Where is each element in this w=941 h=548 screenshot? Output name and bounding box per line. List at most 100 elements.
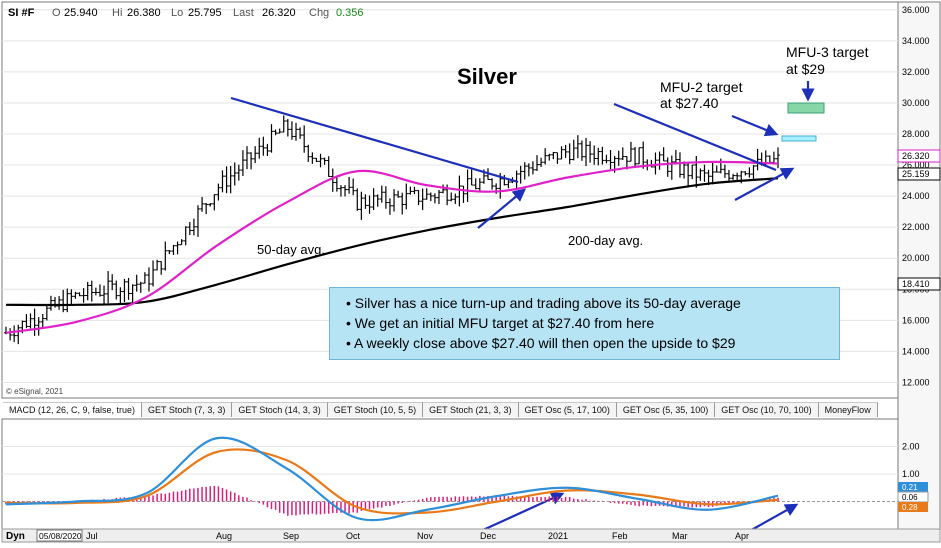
change-label: Chg	[309, 7, 329, 19]
price-bar	[473, 178, 478, 190]
price-bar	[731, 173, 736, 180]
month-label: Mar	[672, 531, 688, 541]
high-value: 26.380	[127, 7, 161, 19]
price-bar	[191, 218, 196, 236]
tab-osc-5-35[interactable]: GET Osc (5, 35, 100)	[616, 402, 716, 417]
price-bar	[436, 189, 441, 205]
tab-macd[interactable]: MACD (12, 26, C, 9, false, true)	[3, 402, 143, 417]
price-bar	[48, 295, 53, 311]
price-bar	[412, 186, 417, 195]
price-bar	[36, 317, 41, 336]
price-bar	[232, 162, 237, 186]
price-bar	[355, 188, 360, 211]
month-label: 2021	[548, 531, 568, 541]
ma200-annotation: 200-day avg.	[568, 233, 643, 248]
price-bar	[461, 185, 466, 203]
trend-arrow	[731, 114, 779, 137]
last-price-tag: 26.320	[902, 151, 930, 161]
price-tick-label: 22.000	[902, 222, 930, 232]
price-bar	[735, 172, 740, 182]
price-bar	[571, 139, 576, 161]
price-bar	[416, 190, 421, 206]
price-bar	[633, 147, 638, 168]
price-bar	[81, 288, 86, 303]
ma50-tag-box	[897, 167, 941, 181]
price-bar	[24, 314, 29, 329]
price-tick-label: 30.000	[902, 98, 930, 108]
price-bar	[220, 170, 225, 193]
price-bar	[698, 168, 703, 181]
price-bar	[106, 271, 111, 304]
price-bar	[543, 148, 548, 165]
price-bar	[776, 147, 780, 169]
price-bar	[469, 168, 474, 186]
price-bar	[428, 192, 433, 202]
price-bar	[130, 284, 135, 305]
price-bar	[673, 149, 678, 165]
tab-stoch-21[interactable]: GET Stoch (21, 3, 3)	[423, 402, 519, 417]
price-bar	[657, 151, 662, 170]
month-label: Nov	[417, 531, 434, 541]
macd-tick-label: 2.00	[902, 442, 920, 452]
price-bar	[383, 186, 388, 209]
price-bar	[710, 162, 715, 185]
price-bar	[281, 115, 286, 133]
price-bar	[575, 135, 580, 159]
ma50-group	[5, 160, 779, 334]
price-bar	[216, 183, 221, 201]
commentary-line: • We get an initial MFU target at $27.40…	[346, 315, 655, 331]
price-bar	[579, 140, 584, 161]
dyn-label[interactable]: Dyn	[6, 531, 25, 542]
price-bar	[396, 190, 401, 198]
study-tabs: MACD (12, 26, C, 9, false, true) GET Sto…	[3, 402, 878, 417]
price-bar	[110, 274, 115, 291]
price-bar	[73, 291, 78, 299]
tab-moneyflow[interactable]: MoneyFlow	[818, 402, 878, 417]
mfu3-text-line1: MFU-3 target	[786, 44, 869, 60]
price-bar	[743, 171, 748, 176]
price-bar	[249, 152, 254, 170]
price-bar	[359, 191, 364, 220]
tab-stoch-10[interactable]: GET Stoch (10, 5, 5)	[327, 402, 424, 417]
price-bar	[755, 148, 760, 171]
price-bar	[163, 241, 168, 271]
price-bar	[244, 146, 249, 170]
tab-stoch-7[interactable]: GET Stoch (7, 3, 3)	[142, 402, 233, 417]
price-bar	[261, 136, 266, 156]
signal-tag: 0.06	[902, 493, 918, 502]
tab-osc-5-17[interactable]: GET Osc (5, 17, 100)	[518, 402, 617, 417]
price-bar	[714, 165, 719, 173]
price-bar	[326, 156, 331, 177]
price-bar	[477, 178, 482, 192]
price-bar	[400, 192, 405, 215]
price-bar	[457, 175, 462, 207]
last-price-tag-box	[897, 149, 941, 163]
price-bar	[449, 192, 454, 202]
price-bar	[669, 155, 674, 180]
tab-osc-10-70[interactable]: GET Osc (10, 70, 100)	[715, 402, 819, 417]
price-bar	[289, 121, 294, 140]
price-bar	[555, 152, 560, 164]
price-bar	[330, 168, 335, 192]
price-bar	[653, 152, 658, 175]
tab-stoch-14[interactable]: GET Stoch (14, 3, 3)	[232, 402, 328, 417]
price-bar	[424, 188, 429, 200]
price-bar	[146, 267, 151, 292]
price-bar	[596, 147, 601, 166]
price-bar	[122, 278, 127, 302]
ma200-tag: 18.410	[902, 279, 930, 289]
price-axis	[897, 1, 941, 530]
price-bar	[559, 146, 564, 160]
price-bar	[347, 176, 352, 194]
macd-tag-box	[898, 482, 928, 492]
symbol-label: SI #F	[8, 7, 35, 19]
price-bar	[224, 166, 229, 194]
price-bar	[318, 153, 323, 168]
month-label: Apr	[735, 531, 749, 541]
price-tick-label: 20.000	[902, 253, 930, 263]
price-bar	[77, 292, 82, 297]
month-label: Oct	[346, 531, 361, 541]
trend-arrow	[477, 188, 527, 229]
price-bar	[97, 284, 102, 297]
price-bar	[265, 143, 270, 157]
